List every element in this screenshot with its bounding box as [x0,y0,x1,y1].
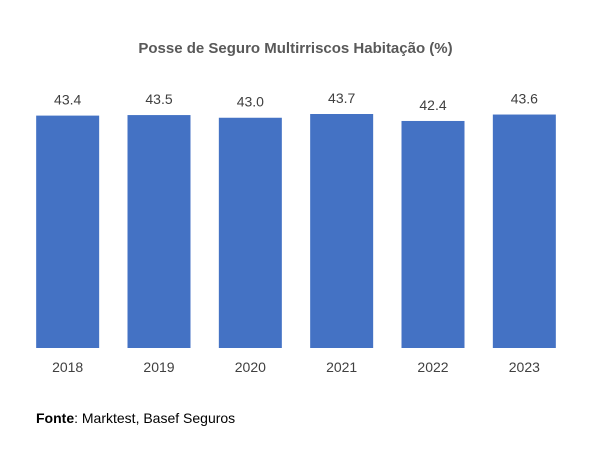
data-label-2018: 43.4 [54,92,81,108]
source-label: Fonte [36,410,75,426]
x-tick-label-2021: 2021 [326,359,357,375]
source-note: Fonte: Marktest, Basef Seguros [36,410,235,426]
chart-title: Posse de Seguro Multirriscos Habitação (… [138,40,453,57]
bar-2020 [218,117,282,348]
data-label-2019: 43.5 [145,91,172,107]
bar-2019 [127,115,191,348]
x-tick-label-2020: 2020 [235,359,266,375]
bar-2022 [401,120,465,349]
bar-2023 [492,114,556,349]
data-label-2021: 43.7 [328,90,355,106]
x-tick-label-2018: 2018 [52,359,83,375]
data-label-2022: 42.4 [419,97,446,113]
x-tick-label-2022: 2022 [417,359,448,375]
data-label-2020: 43.0 [237,94,264,110]
data-label-2023: 43.6 [511,91,538,107]
x-tick-label-2019: 2019 [143,359,174,375]
bar-2018 [36,115,100,348]
bar-2021 [310,114,374,348]
source-text: : Marktest, Basef Seguros [74,410,236,426]
x-tick-label-2023: 2023 [509,359,540,375]
